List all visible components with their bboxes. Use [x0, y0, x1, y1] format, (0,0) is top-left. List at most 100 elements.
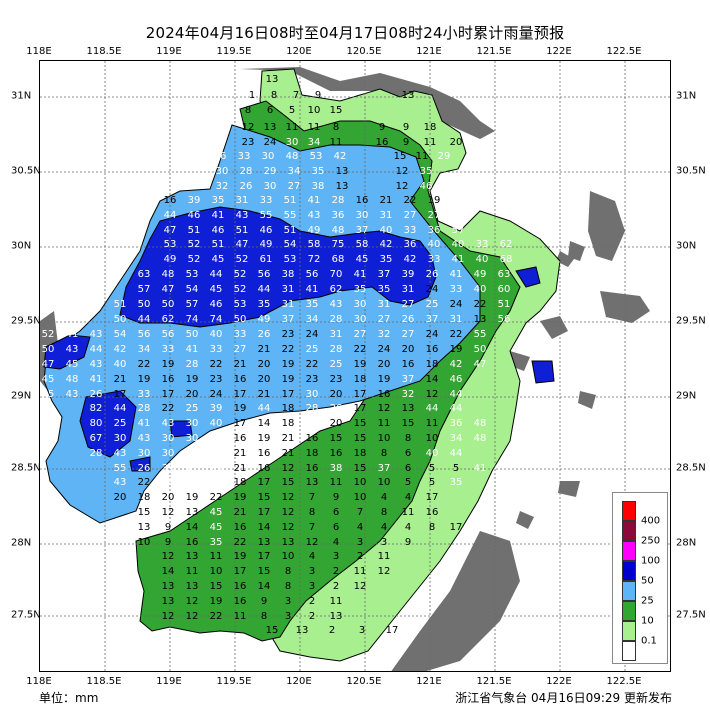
rainfall-value-label: 4: [333, 537, 339, 548]
rainfall-value-label: 11: [286, 122, 299, 133]
rainfall-value-label: 44: [210, 269, 223, 280]
rainfall-value-label: 26: [214, 151, 227, 162]
rainfall-value-label: 3: [285, 611, 291, 622]
rainfall-value-label: 57: [186, 299, 199, 310]
rainfall-value-label: 47: [474, 359, 487, 370]
rainfall-value-label: 32: [402, 389, 415, 400]
rainfall-value-label: 56: [138, 329, 151, 340]
region-50-100-east-small: [129, 266, 555, 472]
rainfall-value-label: 10: [282, 551, 295, 562]
legend-swatch-0.1: [622, 621, 636, 641]
rainfall-value-label: 12: [282, 463, 295, 474]
rainfall-value-label: 48: [162, 269, 175, 280]
rainfall-value-label: 31: [450, 314, 463, 325]
rainfall-value-label: 31: [236, 195, 249, 206]
rainfall-value-label: 43: [114, 477, 127, 488]
rainfall-value-label: 40: [476, 254, 489, 265]
rainfall-value-label: 27: [428, 210, 441, 221]
lon-label: 120.5E: [346, 676, 382, 687]
land-southeast: [391, 531, 520, 671]
rainfall-value-label: 37: [402, 374, 415, 385]
rainfall-value-label: 33: [234, 329, 247, 340]
rainfall-value-label: 53: [164, 239, 177, 250]
rainfall-value-label: 19: [186, 492, 199, 503]
rainfall-value-label: 2: [333, 581, 339, 592]
rainfall-value-label: 50: [162, 299, 175, 310]
lat-label: 29N: [11, 390, 32, 402]
rainfall-value-label: 20: [258, 359, 271, 370]
rainfall-value-label: 6: [405, 463, 411, 474]
rainfall-value-label: 6: [267, 105, 273, 116]
rainfall-value-label: 16: [426, 344, 439, 355]
rainfall-value-label: 46: [420, 181, 433, 192]
rainfall-value-label: 18: [282, 418, 295, 429]
rainfall-value-label: 9: [379, 122, 385, 133]
rainfall-value-label: 50: [452, 210, 465, 221]
map-title: 2024年04月16日08时至04月17日08时24小时累计雨量预报: [145, 24, 565, 42]
legend-label-25: 25: [641, 595, 654, 607]
rainfall-value-label: 4: [405, 492, 411, 503]
rainfall-value-label: 7: [309, 522, 315, 533]
rainfall-value-label: 11: [402, 507, 415, 518]
rainfall-value-label: 44: [450, 389, 463, 400]
rainfall-value-label: 34: [306, 314, 319, 325]
rainfall-value-label: 44: [258, 284, 271, 295]
rainfall-value-label: 58: [356, 239, 369, 250]
rainfall-value-label: 19: [234, 492, 247, 503]
rainfall-value-label: 26: [210, 477, 223, 488]
rainfall-value-label: 30: [356, 210, 369, 221]
lat-label: 27.5N: [11, 609, 41, 621]
legend-label-10: 10: [641, 615, 654, 627]
rainfall-value-label: 29: [264, 166, 277, 177]
rainfall-value-label: 67: [90, 433, 103, 444]
rainfall-value-label: 2: [357, 551, 363, 562]
rainfall-value-label: 12: [354, 581, 367, 592]
rainfall-value-label: 32: [378, 329, 391, 340]
rainfall-value-label: 22: [210, 492, 223, 503]
rainfall-value-label: 17: [234, 566, 247, 577]
rainfall-value-label: 26: [402, 314, 415, 325]
rainfall-value-label: 9: [403, 122, 409, 133]
rainfall-value-label: 30: [354, 314, 367, 325]
rainfall-value-label: 13: [186, 551, 199, 562]
rainfall-value-label: 20: [378, 359, 391, 370]
rainfall-value-label: 13: [336, 166, 349, 177]
rainfall-value-label: 33: [138, 389, 151, 400]
rainfall-value-label: 44: [426, 403, 439, 414]
rainfall-value-label: 15: [282, 477, 295, 488]
rainfall-value-label: 26: [258, 329, 271, 340]
rainfall-value-label: 82: [90, 403, 103, 414]
rainfall-value-label: 51: [236, 225, 249, 236]
land-north: [240, 67, 495, 139]
rainfall-value-label: 16: [162, 374, 175, 385]
rainfall-value-label: 11: [426, 418, 439, 429]
rainfall-value-label: 8: [405, 433, 411, 444]
rainfall-value-label: 51: [284, 225, 297, 236]
rainfall-value-label: 40: [474, 284, 487, 295]
rainfall-value-label: 14: [258, 581, 271, 592]
rainfall-value-label: 43: [162, 418, 175, 429]
rainfall-value-label: 53: [284, 254, 297, 265]
rainfall-value-label: 9: [333, 492, 339, 503]
rainfall-value-label: 21: [258, 344, 271, 355]
grid-lines: [40, 61, 670, 671]
rainfall-value-label: 37: [426, 314, 439, 325]
rainfall-value-label: 19: [450, 344, 463, 355]
rainfall-value-label: 24: [450, 299, 463, 310]
rainfall-value-label: 56: [258, 269, 271, 280]
rainfall-value-label: 11: [416, 151, 429, 162]
rainfall-value-label: 30: [138, 448, 151, 459]
lon-label: 122.5E: [606, 676, 642, 687]
rainfall-value-label: 4: [381, 522, 387, 533]
rainfall-value-label: 11: [354, 566, 367, 577]
rainfall-value-label: 15: [354, 463, 367, 474]
rainfall-value-label: 18: [234, 477, 247, 488]
rainfall-value-label: 80: [90, 418, 103, 429]
rainfall-value-label: 43: [90, 329, 103, 340]
rainfall-value-label: 6: [333, 507, 339, 518]
lat-label: 29.5N: [11, 315, 41, 327]
rainfall-value-label: 46: [210, 299, 223, 310]
rainfall-value-label: 5: [453, 463, 459, 474]
rainfall-value-label: 11: [378, 551, 391, 562]
rainfall-value-label: 43: [66, 344, 79, 355]
